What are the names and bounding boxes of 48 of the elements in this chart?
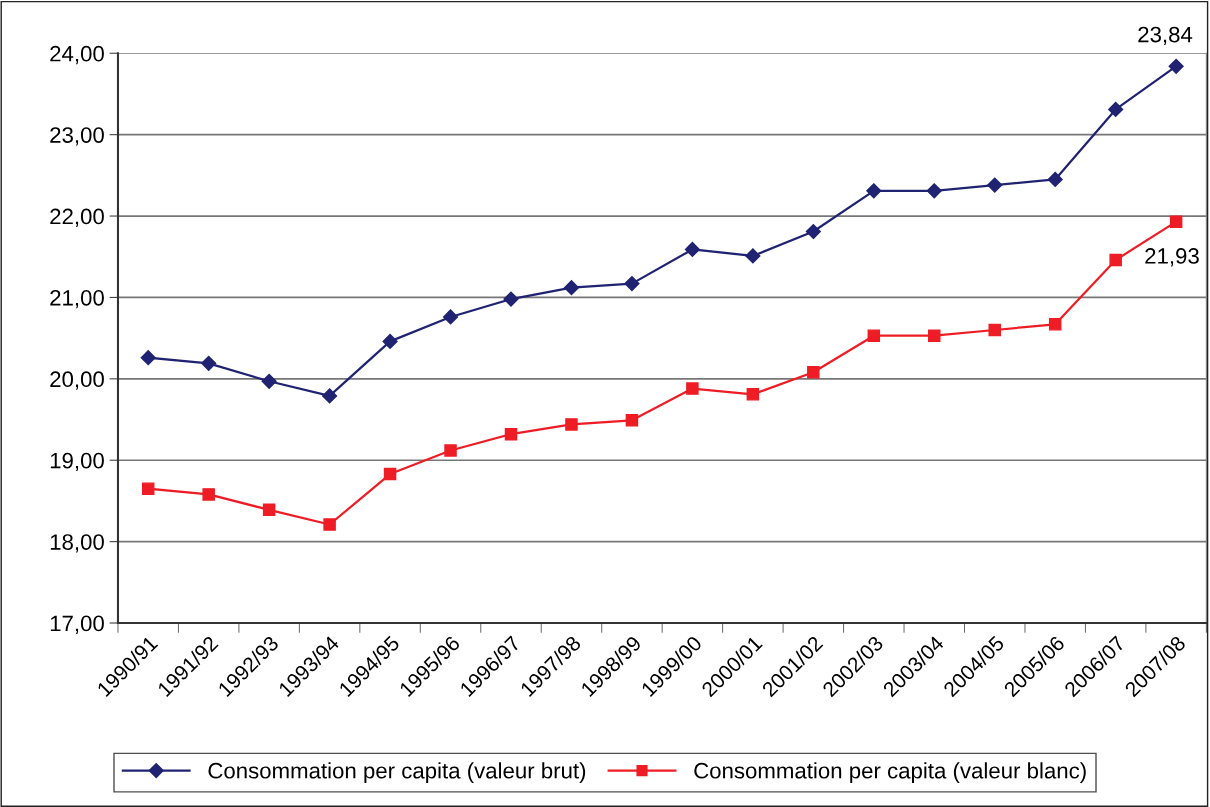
point <box>323 518 336 531</box>
point <box>563 280 580 296</box>
point <box>201 355 217 371</box>
point <box>565 418 578 431</box>
point <box>442 309 459 325</box>
y-tick-label: 24,00 <box>50 45 104 65</box>
y-tick-label: 18,00 <box>50 534 104 553</box>
point <box>987 177 1003 193</box>
point <box>1109 253 1122 267</box>
data-label: 21,93 <box>1145 248 1199 267</box>
legend-label: Consommation per capita (valeur brut) <box>208 762 586 783</box>
y-tick-label: 20,00 <box>50 371 104 390</box>
point <box>1047 171 1063 187</box>
point <box>1108 101 1124 117</box>
point <box>625 414 639 427</box>
point <box>503 291 519 307</box>
y-tick-label: 19,00 <box>50 452 104 472</box>
y-tick-label: 23,00 <box>50 127 104 146</box>
point <box>866 183 882 199</box>
point <box>746 388 760 401</box>
point <box>686 382 699 395</box>
point <box>684 241 700 257</box>
point <box>807 366 820 379</box>
point <box>322 388 338 404</box>
legend-label: Consommation per capita (valeur blanc) <box>694 762 1086 783</box>
point <box>444 444 457 457</box>
point <box>140 350 156 366</box>
y-tick-label: 17,00 <box>50 615 104 634</box>
point <box>1168 58 1184 74</box>
y-tick-label: 22,00 <box>50 208 104 227</box>
point <box>1169 215 1183 228</box>
point <box>202 488 215 501</box>
point <box>926 183 942 199</box>
point <box>805 223 821 240</box>
point <box>504 427 518 441</box>
point <box>624 276 640 292</box>
point <box>745 248 761 264</box>
point <box>261 373 277 389</box>
point <box>262 503 276 517</box>
point <box>988 323 1001 337</box>
point <box>928 329 941 342</box>
point <box>382 333 398 349</box>
point <box>383 467 397 481</box>
data-label: 23,84 <box>1138 26 1193 46</box>
point <box>867 329 881 342</box>
point <box>1048 318 1062 331</box>
y-tick-label: 21,00 <box>50 289 104 309</box>
point <box>141 482 155 495</box>
